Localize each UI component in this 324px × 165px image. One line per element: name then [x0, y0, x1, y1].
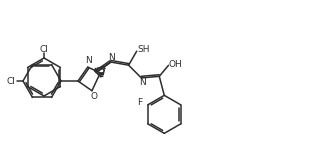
Text: N: N — [139, 78, 146, 87]
Text: F: F — [137, 98, 142, 107]
Text: N: N — [109, 53, 115, 62]
Text: O: O — [90, 92, 98, 101]
Text: SH: SH — [137, 45, 150, 54]
Text: N: N — [86, 56, 92, 65]
Text: Cl: Cl — [40, 46, 48, 54]
Text: Cl: Cl — [6, 77, 16, 85]
Text: OH: OH — [169, 60, 182, 69]
